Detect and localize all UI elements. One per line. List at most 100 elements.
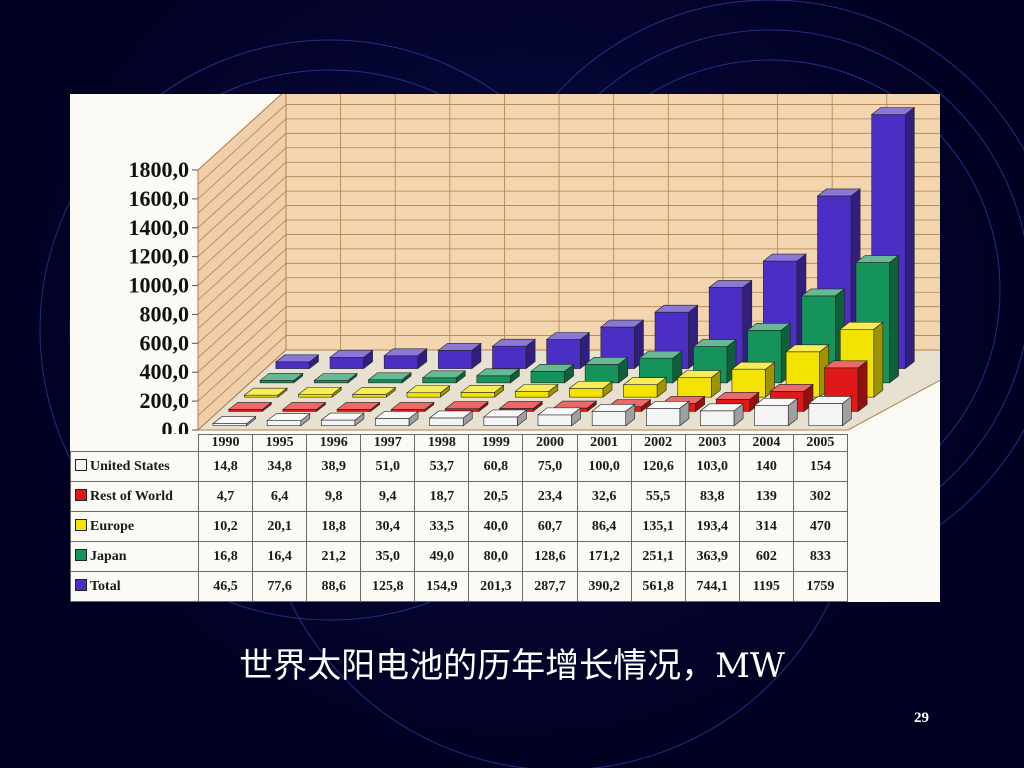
- bar-top: [823, 360, 869, 369]
- bar-rest-of-world-1995: [282, 401, 327, 413]
- bar-side: [873, 321, 884, 398]
- category-header: 2001: [576, 434, 632, 452]
- table-cell: 34,8: [252, 451, 308, 482]
- table-cell: 49,0: [414, 541, 470, 572]
- category-header: 2004: [738, 434, 794, 452]
- bar-front: [383, 355, 419, 369]
- bar-united-states-1999: [482, 409, 528, 427]
- bar-total-1996: [383, 348, 428, 370]
- bar-united-states-1996: [320, 412, 365, 427]
- table-cell: 193,4: [684, 511, 740, 542]
- bar-front: [314, 380, 349, 384]
- gridline-side: [197, 263, 287, 344]
- chart-plot: 1800,0 1600,0 1400,0 1200,0 1000,0 800,0 600,0…: [129, 94, 940, 434]
- bar-total-1995: [329, 349, 374, 370]
- category-header: 1995: [252, 434, 308, 452]
- bar-top: [351, 387, 397, 395]
- bar-united-states-2005: [807, 395, 853, 427]
- bar-side: [857, 360, 868, 413]
- bar-front: [259, 380, 295, 384]
- bar-japan-1996: [367, 372, 412, 384]
- bar-united-states-2001: [591, 403, 636, 427]
- bar-front: [514, 391, 550, 398]
- y-tick-label: 400,0: [140, 359, 190, 384]
- bar-front: [266, 420, 302, 427]
- gridline-side: [197, 219, 287, 301]
- category-header: 2003: [684, 434, 740, 452]
- bar-top: [654, 304, 699, 313]
- bar-europe-2000: [568, 380, 613, 398]
- bar-total-1998: [491, 338, 536, 370]
- bar-europe-1990: [243, 387, 288, 398]
- bar-top: [699, 403, 744, 412]
- table-cell: 314: [738, 511, 794, 542]
- bar-japan-1997: [421, 370, 467, 384]
- bar-top: [406, 385, 451, 394]
- bar-total-1999: [545, 331, 591, 370]
- bar-top: [591, 403, 636, 412]
- bar-top: [839, 321, 884, 330]
- data-table-header: 1990 1995 1996 1997 1998 1999 2000 2001 2002 2003…: [70, 434, 849, 452]
- bar-front: [492, 345, 527, 369]
- table-cell: 363,9: [684, 541, 740, 572]
- table-cell: 128,6: [522, 541, 578, 572]
- series-label: United States: [70, 451, 199, 482]
- bar-top: [374, 411, 419, 419]
- y-tick-label: 1400,0: [129, 215, 190, 240]
- table-cell: 4,7: [197, 481, 254, 512]
- gridline-side: [197, 320, 287, 402]
- bar-top: [437, 343, 482, 351]
- bar-top: [212, 416, 257, 424]
- gridline-side: [197, 133, 287, 214]
- table-cell: 77,6: [252, 571, 308, 602]
- bar-side: [904, 106, 915, 370]
- table-cell: 154: [792, 451, 849, 482]
- series-label: Europe: [70, 511, 199, 542]
- bar-top: [769, 384, 814, 392]
- bar-rest-of-world-1997: [390, 401, 435, 413]
- table-cell: 103,0: [684, 451, 740, 482]
- table-row: Rest of World 4,7 6,4 9,8 9,4 18,7 20,5 23,4 32,…: [70, 481, 849, 512]
- gridline-side: [197, 335, 287, 416]
- table-cell: 53,7: [414, 451, 470, 482]
- table-cell: 40,0: [468, 511, 524, 542]
- bar-top: [336, 402, 381, 410]
- bar-top: [329, 350, 374, 358]
- category-header: 1990: [197, 434, 254, 452]
- table-cell: 561,8: [630, 571, 686, 602]
- bar-top: [444, 401, 489, 410]
- series-name: Total: [90, 578, 121, 594]
- gridline-side: [197, 118, 287, 200]
- bar-top: [421, 370, 467, 379]
- bar-top: [514, 384, 559, 392]
- bar-top: [320, 412, 365, 421]
- table-cell: 251,1: [630, 541, 686, 572]
- table-cell: 46,5: [197, 571, 254, 602]
- bar-front: [591, 410, 627, 427]
- table-cell: 33,5: [414, 511, 470, 542]
- table-cell: 38,9: [306, 451, 362, 482]
- bar-total-2001: [654, 304, 699, 370]
- bar-europe-1997: [406, 385, 451, 398]
- y-tick-label: 1000,0: [129, 273, 190, 298]
- bar-top: [491, 338, 536, 347]
- table-cell: 21,2: [306, 541, 362, 572]
- table-cell: 390,2: [576, 571, 632, 602]
- bar-front: [537, 414, 572, 427]
- bar-top: [460, 385, 505, 393]
- bar-top: [297, 386, 343, 395]
- bar-top: [599, 319, 645, 328]
- category-header: 2000: [522, 434, 578, 452]
- bar-top: [227, 402, 273, 410]
- series-label: Total: [70, 571, 199, 602]
- bar-front: [212, 423, 247, 427]
- bar-front: [368, 379, 403, 384]
- bar-top: [313, 373, 358, 381]
- table-cell: 32,6: [576, 481, 632, 512]
- y-tick-label: 1200,0: [129, 244, 190, 269]
- table-cell: 100,0: [576, 451, 632, 482]
- bar-top: [390, 402, 435, 410]
- table-cell: 139: [738, 481, 794, 512]
- bar-japan-1990: [259, 372, 304, 384]
- bar-top: [645, 400, 690, 409]
